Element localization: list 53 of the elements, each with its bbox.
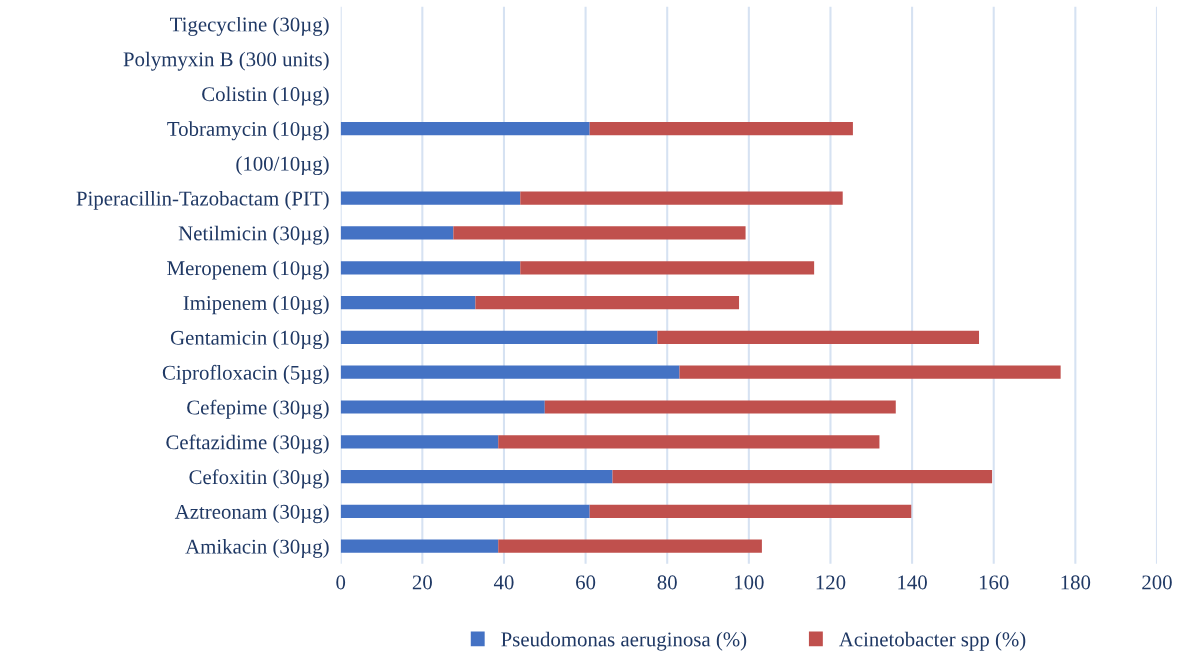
- y-tick-label: Meropenem (10µg): [167, 260, 329, 280]
- y-tick-label: Piperacillin-Tazobactam (PIT): [76, 190, 329, 210]
- bar: [520, 261, 815, 275]
- y-tick-label: Ciprofloxacin (5µg): [162, 364, 329, 385]
- bar: [340, 226, 454, 240]
- legend-label: Pseudomonas aeruginosa (%): [501, 631, 747, 651]
- bar: [340, 400, 545, 414]
- bar: [340, 470, 613, 484]
- y-tick-label: Aztreonam (30µg): [174, 504, 329, 524]
- x-tick-label: 40: [493, 575, 514, 590]
- bar: [544, 400, 896, 414]
- y-tick-label: Amikacin (30µg): [185, 539, 329, 558]
- bar: [475, 295, 740, 310]
- y-tick-label: Tobramycin (10µg): [167, 121, 329, 141]
- bar: [520, 191, 843, 205]
- y-tick-label: Colistin (10µg): [202, 86, 329, 106]
- bar: [498, 539, 762, 553]
- y-tick-label: Gentamicin (10µg): [170, 330, 329, 350]
- bar: [453, 226, 746, 240]
- bar: [612, 470, 993, 484]
- y-tick-label: Tigecycline (30µg): [170, 16, 329, 36]
- x-tick-label: 0: [336, 575, 346, 590]
- x-tick-label: 20: [412, 575, 432, 590]
- bar: [589, 504, 912, 519]
- bar: [657, 330, 980, 344]
- bar: [340, 330, 658, 344]
- y-tick-label: Imipenem (10µg): [183, 295, 329, 315]
- y-tick-label: Cefepime (30µg): [187, 399, 329, 419]
- y-tick-label: Polymyxin B (300 units): [123, 51, 329, 71]
- x-tick-label: 160: [979, 575, 1009, 590]
- bar: [340, 191, 521, 205]
- bar: [340, 539, 499, 553]
- bar: [340, 504, 590, 519]
- x-tick-label: 200: [1142, 575, 1172, 590]
- x-tick-label: 60: [576, 575, 596, 590]
- x-tick-label: 100: [735, 575, 764, 590]
- y-tick-label: (100/10µg): [236, 156, 329, 176]
- bar: [340, 295, 476, 310]
- y-tick-label: Netilmicin (30µg): [178, 225, 329, 245]
- bar: [589, 121, 853, 136]
- bar: [340, 261, 521, 275]
- bar: [498, 435, 880, 449]
- bar: [340, 435, 499, 449]
- bar: [340, 121, 590, 136]
- bar: [679, 365, 1061, 379]
- y-tick-label: Ceftazidime (30µg): [166, 434, 329, 454]
- legend-label: Acinetobacter spp (%): [838, 631, 1026, 651]
- x-tick-label: 120: [816, 575, 846, 590]
- x-tick-label: 180: [1061, 575, 1091, 590]
- x-tick-label: 80: [657, 575, 677, 590]
- y-tick-label: Cefoxitin (30µg): [189, 469, 329, 489]
- bar: [340, 365, 680, 379]
- x-tick-label: 140: [898, 575, 927, 590]
